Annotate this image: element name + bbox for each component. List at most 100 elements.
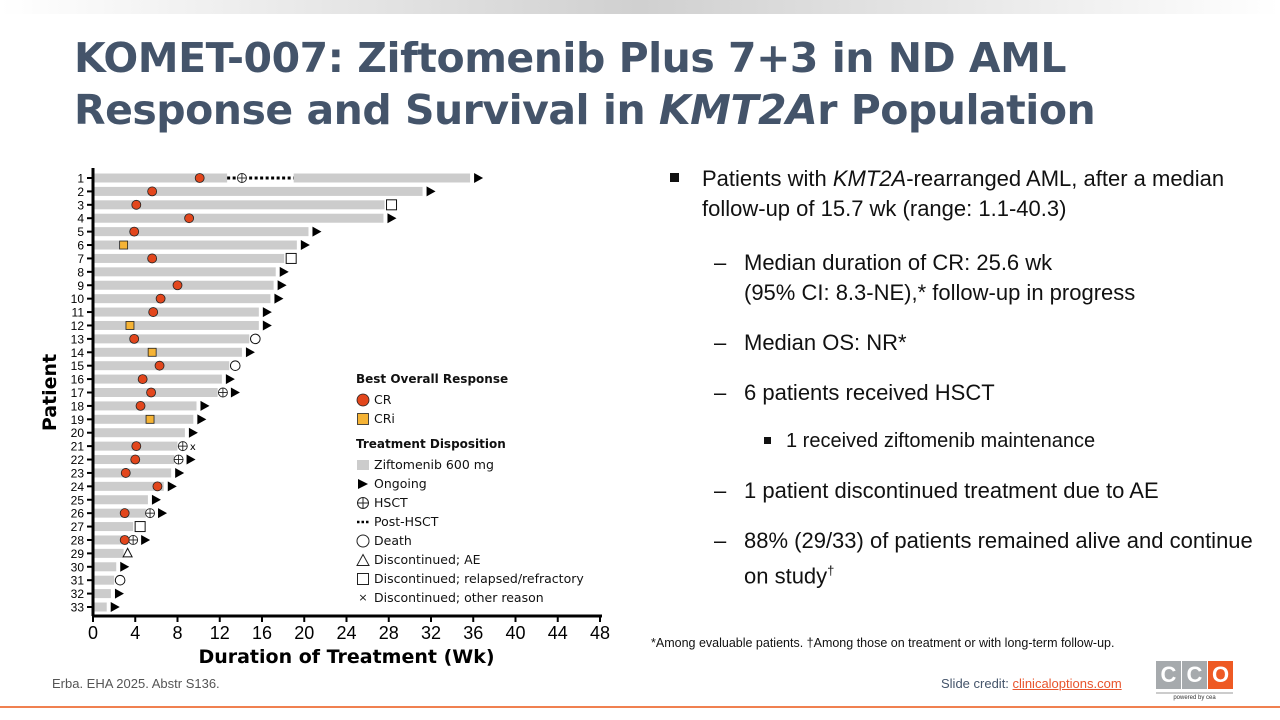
treatment-bar — [93, 200, 385, 210]
cco-logo: C C O powered by cea — [1156, 661, 1233, 701]
y-tick-label: 10 — [71, 292, 85, 306]
x-tick-label: 16 — [252, 623, 272, 643]
legend-label: Discontinued; other reason — [374, 590, 544, 605]
legend-hsct: HSCT — [356, 493, 584, 512]
credit-link[interactable]: clinicaloptions.com — [1012, 676, 1122, 691]
y-tick-label: 31 — [71, 574, 85, 588]
treatment-bar — [93, 481, 164, 491]
ongoing-arrow — [474, 173, 484, 183]
dagger: † — [827, 563, 835, 578]
cr-marker — [119, 535, 130, 545]
cr-marker — [137, 374, 148, 384]
y-tick-label: 22 — [71, 453, 85, 467]
legend-label: Ziftomenib 600 mg — [374, 457, 494, 472]
legend-cr: CR — [356, 390, 584, 409]
ongoing-arrow-icon — [356, 477, 370, 491]
treatment-bar — [93, 414, 194, 424]
y-tick-label: 15 — [71, 359, 85, 373]
ongoing-arrow — [158, 508, 168, 519]
relapsed-square — [285, 252, 297, 264]
legend-label: Death — [374, 533, 412, 548]
y-tick-label: 16 — [71, 373, 85, 387]
death-circle — [114, 574, 126, 586]
treatment-bar — [93, 173, 228, 183]
bar-swatch-icon — [356, 458, 370, 472]
citation: Erba. EHA 2025. Abstr S136. — [52, 676, 220, 691]
death-circle-icon — [356, 534, 370, 548]
treatment-bar — [93, 347, 242, 357]
x-tick-label: 12 — [210, 623, 230, 643]
legend-ziftomenib: Ziftomenib 600 mg — [356, 455, 584, 474]
y-tick-label: 13 — [71, 332, 85, 346]
treatment-bar — [93, 213, 384, 223]
cr-marker — [135, 401, 146, 411]
cri-square-icon — [356, 412, 370, 426]
legend-cri: CRi — [356, 409, 584, 428]
treatment-bar — [93, 548, 124, 558]
treatment-bar — [93, 522, 134, 532]
title-text: Response and Survival in — [74, 86, 659, 134]
y-tick-label: 19 — [71, 413, 85, 427]
x-mark-icon: × — [358, 591, 368, 604]
ongoing-arrow — [110, 602, 120, 612]
bottom-rule — [0, 706, 1280, 708]
ongoing-arrow — [230, 387, 240, 398]
treatment-bar — [93, 240, 297, 250]
y-tick-label: 2 — [77, 185, 84, 199]
cri-marker — [147, 347, 157, 357]
legend-label: Discontinued; relapsed/refractory — [374, 571, 584, 586]
treatment-bar — [93, 294, 271, 304]
cri-marker — [145, 414, 155, 424]
ongoing-arrow — [262, 307, 272, 318]
ongoing-arrow — [426, 186, 436, 197]
treatment-bar — [93, 280, 274, 290]
bullet-text: (95% CI: 8.3-NE),* follow-up in progress — [744, 280, 1136, 305]
relapsed-square — [134, 521, 146, 533]
top-gradient-bar — [0, 0, 1280, 14]
y-tick-label: 33 — [71, 601, 85, 615]
legend-death: Death — [356, 531, 584, 550]
cr-marker — [146, 387, 156, 398]
cr-marker — [130, 454, 141, 465]
x-tick-label: 20 — [294, 623, 314, 643]
y-tick-label: 17 — [71, 386, 85, 400]
ongoing-arrow — [277, 280, 287, 291]
legend-relapsed: Discontinued; relapsed/refractory — [356, 569, 584, 588]
cr-marker — [148, 307, 159, 317]
bullet-list: Patients with KMT2A-rearranged AML, afte… — [668, 164, 1258, 591]
y-tick-label: 29 — [71, 547, 85, 561]
y-tick-label: 14 — [71, 346, 85, 360]
bullet-ae: 1 patient discontinued treatment due to … — [668, 476, 1258, 506]
cr-marker — [147, 186, 158, 197]
bullet-os: Median OS: NR* — [668, 328, 1258, 358]
ongoing-arrow — [312, 226, 322, 237]
treatment-bar — [93, 495, 148, 505]
legend-other: × Discontinued; other reason — [356, 588, 584, 607]
treatment-bar — [93, 253, 285, 263]
x-tick-label: 32 — [421, 623, 441, 643]
relapsed-square — [386, 199, 398, 211]
treatment-bar — [93, 602, 107, 612]
ongoing-arrow — [225, 374, 235, 385]
bullet-text: 88% (29/33) of patients remained alive a… — [744, 528, 1253, 589]
cri-marker — [125, 321, 135, 330]
y-tick-label: 11 — [72, 306, 85, 320]
y-tick-label: 26 — [71, 507, 85, 521]
ongoing-arrow — [188, 427, 198, 438]
swimmer-plot: 1234567891011121314151617181920x21222324… — [39, 168, 610, 668]
y-tick-label: 32 — [71, 587, 85, 601]
death-circle — [229, 360, 241, 371]
x-tick-label: 0 — [88, 623, 98, 643]
treatment-bar — [93, 428, 185, 438]
x-axis-title: Duration of Treatment (Wk) — [198, 646, 494, 668]
title-text: r Population — [817, 86, 1096, 134]
cr-marker — [147, 253, 158, 264]
cr-marker — [184, 213, 195, 224]
ongoing-arrow — [200, 400, 210, 411]
treatment-bar — [93, 575, 115, 585]
bullet-alive: 88% (29/33) of patients remained alive a… — [668, 526, 1258, 591]
ongoing-arrow — [197, 414, 207, 425]
bullet-cr-duration: Median duration of CR: 25.6 wk (95% CI: 8… — [668, 248, 1258, 308]
y-tick-label: 3 — [77, 198, 84, 212]
y-tick-label: 21 — [71, 440, 85, 454]
